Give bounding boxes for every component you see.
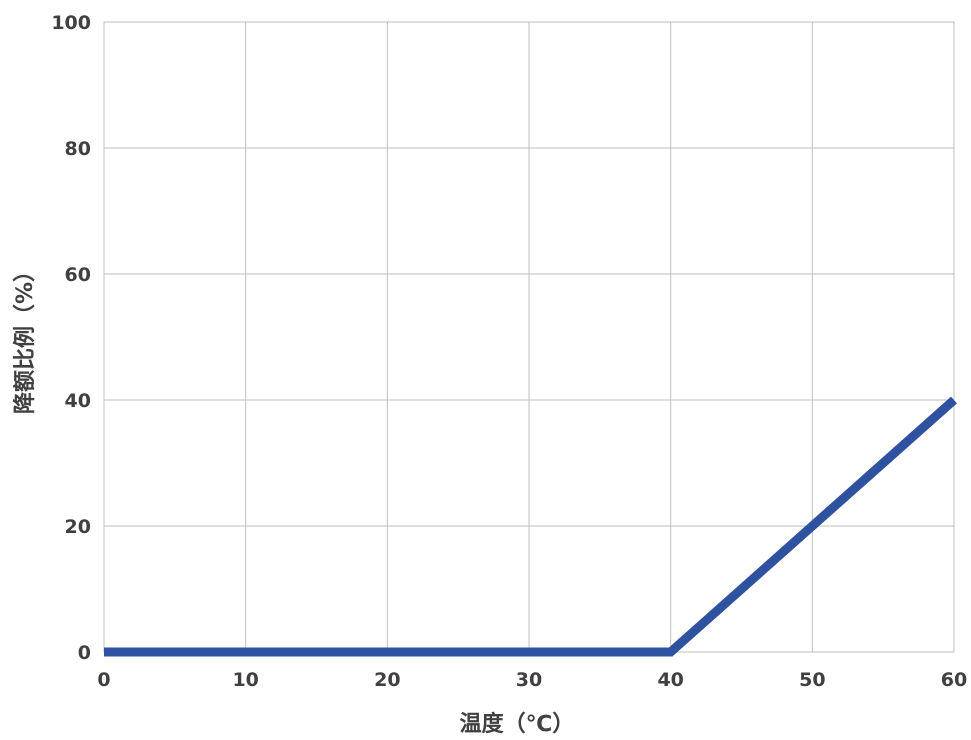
y-tick-label: 100 <box>51 12 91 34</box>
y-axis-title: 降额比例（%） <box>13 260 38 414</box>
x-tick-labels: 0 10 20 30 40 50 60 <box>97 669 967 691</box>
y-tick-label: 60 <box>65 264 91 286</box>
y-tick-label: 40 <box>65 390 91 412</box>
y-tick-label: 0 <box>78 642 91 664</box>
x-tick-label: 50 <box>799 669 825 691</box>
x-axis-title: 温度（℃） <box>460 711 575 737</box>
x-tick-label: 30 <box>516 669 542 691</box>
x-tick-label: 10 <box>232 669 258 691</box>
y-tick-label: 80 <box>65 138 91 160</box>
y-tick-labels: 0 20 40 60 80 100 <box>51 12 91 664</box>
x-tick-label: 40 <box>657 669 683 691</box>
x-tick-label: 0 <box>97 669 110 691</box>
series-layer <box>104 396 957 657</box>
x-tick-label: 20 <box>374 669 400 691</box>
grid-lines <box>103 21 955 653</box>
y-tick-label: 20 <box>65 516 91 538</box>
x-tick-label: 60 <box>941 669 967 691</box>
series-line-0 <box>104 396 957 657</box>
